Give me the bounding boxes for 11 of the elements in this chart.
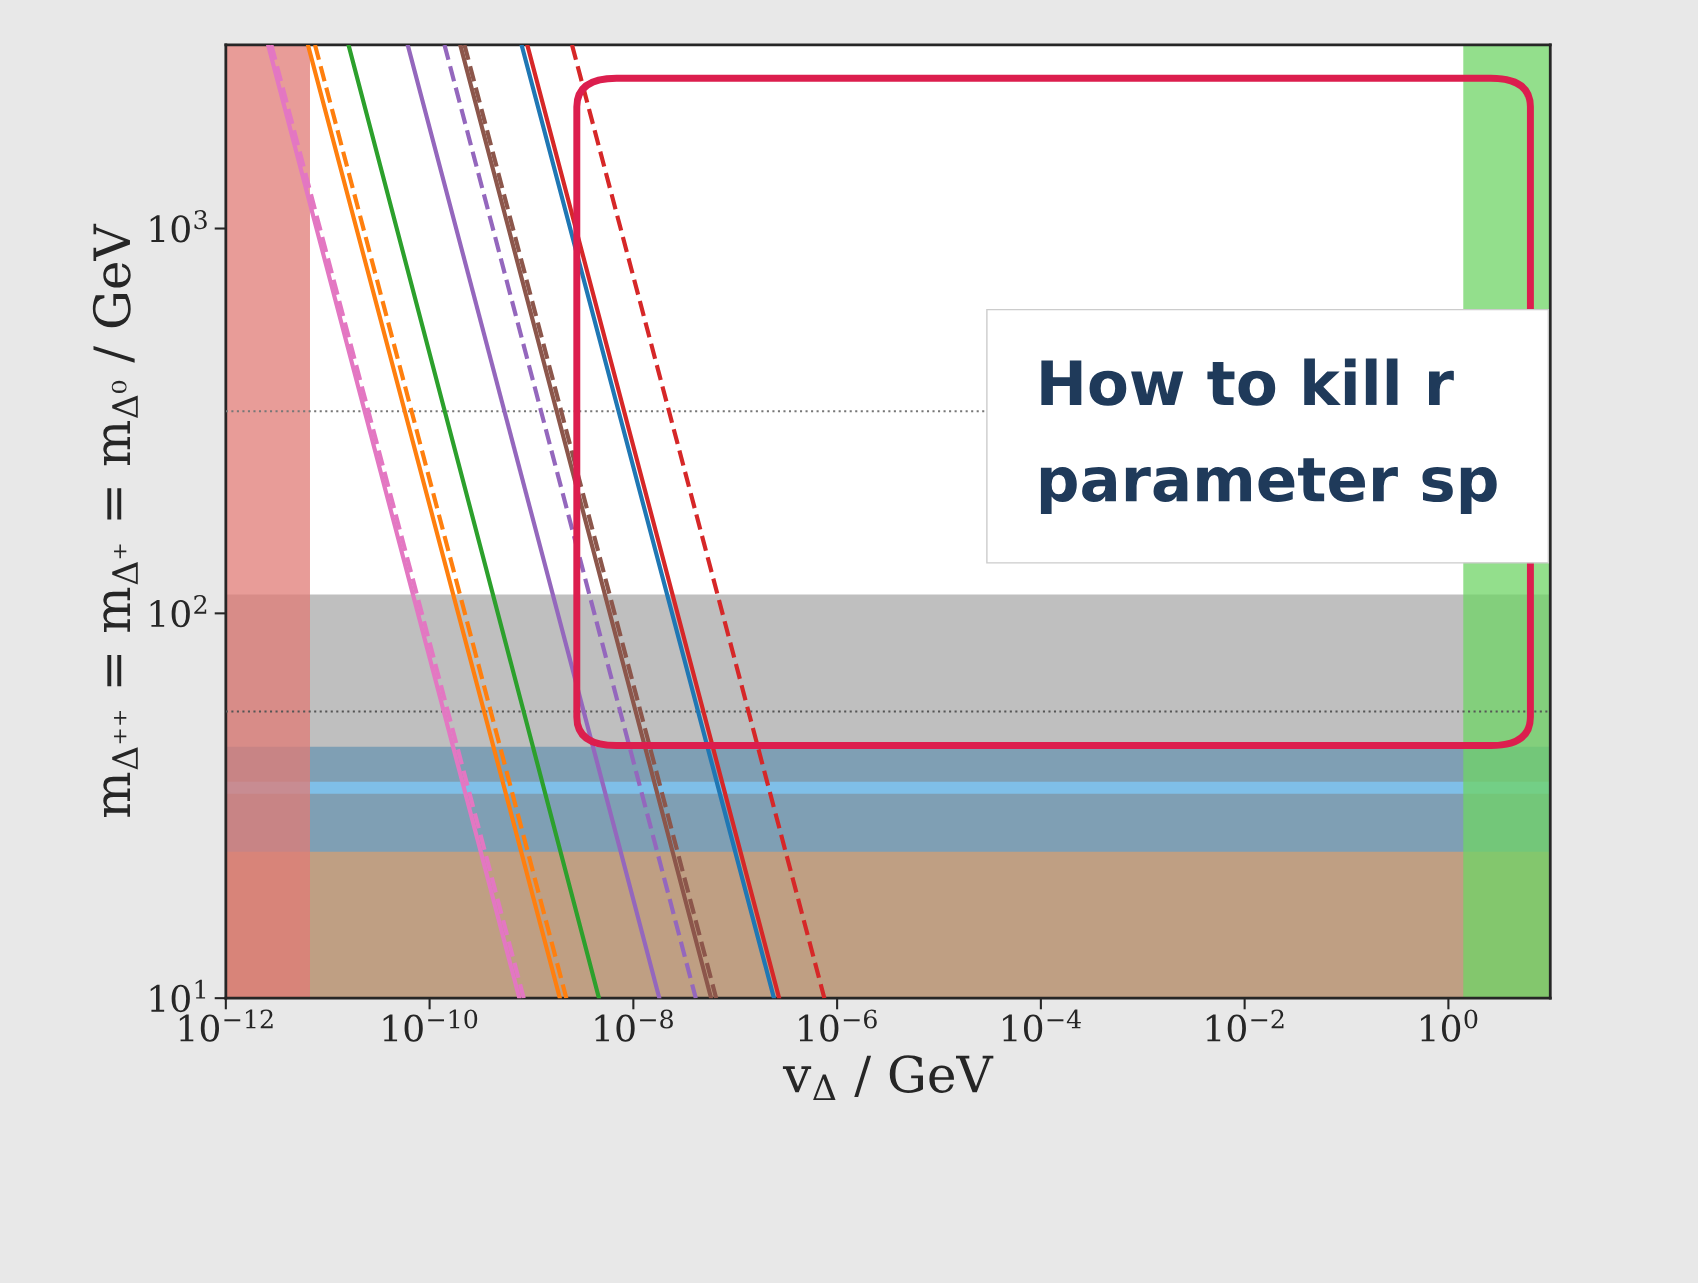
x-tick-label: 10$^{−4}$: [1003, 1009, 1081, 1042]
y-tick-label: 10$^{2}$: [150, 594, 207, 628]
x-tick-label: 10$^{−6}$: [799, 1009, 877, 1042]
x-tick-label: 10$^{−8}$: [595, 1009, 673, 1042]
annotation: How to kill r parameter sp: [1040, 358, 1497, 514]
y-axis-title: m$_{Δ⁺⁺}$ = m$_{Δ⁺}$ = m$_{Δ⁰}$ / GeV: [92, 223, 138, 817]
y-tick-label: 10$^{3}$: [150, 210, 207, 243]
x-axis-title: v$_{Δ}$ / GeV: [782, 1055, 994, 1101]
x-tick-label: 10$^{−2}$: [1206, 1009, 1284, 1042]
x-tick-label: 10$^{0}$: [1421, 1009, 1478, 1042]
x-tick-label: 10$^{−10}$: [383, 1009, 478, 1042]
